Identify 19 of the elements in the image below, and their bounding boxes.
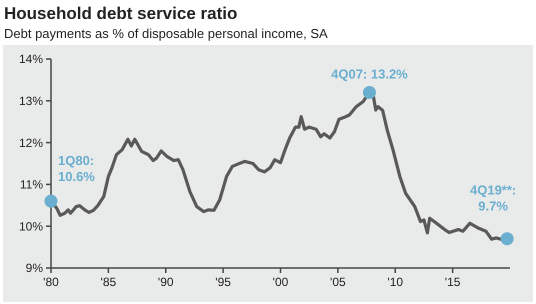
x-tick-label: '05 (330, 275, 346, 289)
annotation: 1Q80: 10.6% (58, 153, 96, 184)
annotation: 4Q07: 13.2% (331, 66, 408, 82)
y-tick-label: 12% (18, 136, 44, 150)
y-tick-label: 9% (26, 261, 44, 276)
x-tick-label: '00 (272, 275, 289, 289)
x-tick-label: '85 (100, 275, 117, 289)
x-tick-label: '95 (215, 275, 232, 289)
annotation: 4Q19**: 9.7% (470, 182, 516, 214)
y-tick-label: 11% (20, 178, 44, 192)
x-tick-label: '15 (444, 275, 461, 289)
y-tick-label: 13% (18, 94, 44, 108)
y-tick-label: 14% (18, 52, 44, 66)
chart-subtitle: Debt payments as % of disposable personal income, SA (4, 26, 328, 41)
y-tick-label: 10% (18, 219, 44, 234)
x-tick-label: '10 (387, 275, 404, 289)
x-tick-label: '80 (43, 275, 60, 289)
chart-title: Household debt service ratio (4, 4, 238, 23)
x-tick-label: '90 (158, 275, 174, 289)
